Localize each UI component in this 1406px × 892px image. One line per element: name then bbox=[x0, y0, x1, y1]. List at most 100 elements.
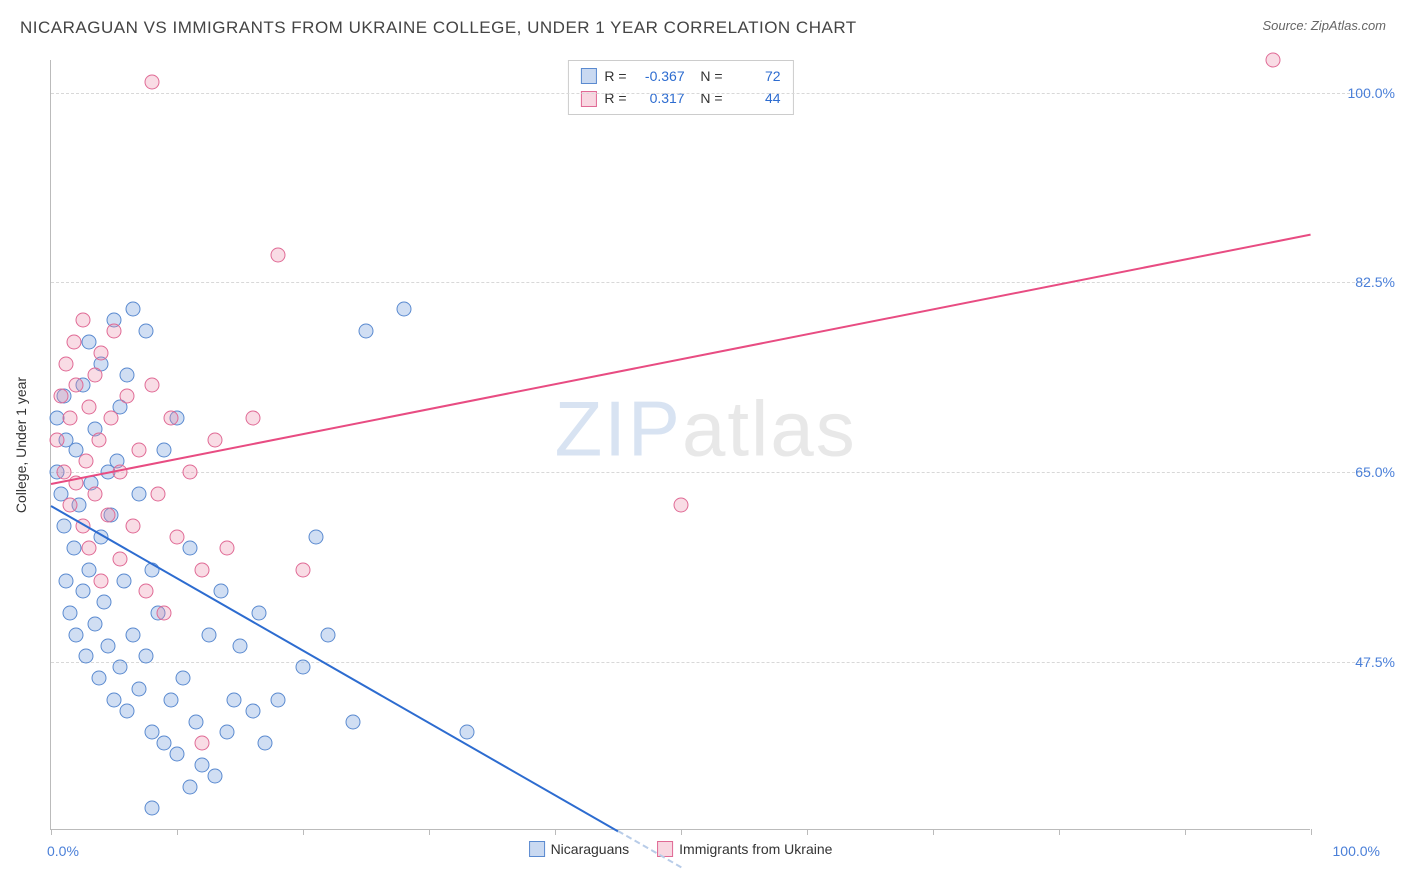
legend-label-pink: Immigrants from Ukraine bbox=[679, 841, 832, 857]
y-axis-title: College, Under 1 year bbox=[13, 376, 29, 512]
data-point bbox=[308, 530, 323, 545]
data-point bbox=[132, 682, 147, 697]
scatter-plot-area: ZIPatlas College, Under 1 year R = -0.36… bbox=[50, 60, 1310, 830]
data-point bbox=[62, 410, 77, 425]
data-point bbox=[100, 638, 115, 653]
data-point bbox=[138, 584, 153, 599]
data-point bbox=[81, 541, 96, 556]
x-tick bbox=[933, 829, 934, 835]
data-point bbox=[182, 779, 197, 794]
data-point bbox=[81, 562, 96, 577]
n-label: N = bbox=[693, 65, 723, 87]
grid-line bbox=[51, 662, 1370, 663]
watermark-zip: ZIP bbox=[555, 385, 682, 473]
data-point bbox=[117, 573, 132, 588]
data-point bbox=[91, 671, 106, 686]
data-point bbox=[119, 703, 134, 718]
x-tick bbox=[303, 829, 304, 835]
chart-title: NICARAGUAN VS IMMIGRANTS FROM UKRAINE CO… bbox=[20, 18, 857, 38]
data-point bbox=[144, 378, 159, 393]
data-point bbox=[81, 400, 96, 415]
data-point bbox=[396, 302, 411, 317]
data-point bbox=[321, 627, 336, 642]
legend-item-pink: Immigrants from Ukraine bbox=[657, 841, 832, 857]
data-point bbox=[132, 486, 147, 501]
data-point bbox=[62, 497, 77, 512]
data-point bbox=[125, 519, 140, 534]
legend-label-blue: Nicaraguans bbox=[551, 841, 630, 857]
data-point bbox=[66, 334, 81, 349]
data-point bbox=[220, 541, 235, 556]
data-point bbox=[170, 747, 185, 762]
data-point bbox=[144, 74, 159, 89]
data-point bbox=[81, 334, 96, 349]
r-value-blue: -0.367 bbox=[635, 65, 685, 87]
y-tick-label: 100.0% bbox=[1320, 85, 1395, 101]
data-point bbox=[251, 606, 266, 621]
data-point bbox=[94, 345, 109, 360]
data-point bbox=[245, 703, 260, 718]
x-tick bbox=[1059, 829, 1060, 835]
grid-line bbox=[51, 282, 1370, 283]
data-point bbox=[270, 248, 285, 263]
data-point bbox=[144, 801, 159, 816]
data-point bbox=[157, 443, 172, 458]
x-tick bbox=[1311, 829, 1312, 835]
data-point bbox=[75, 313, 90, 328]
x-tick bbox=[807, 829, 808, 835]
data-point bbox=[59, 356, 74, 371]
data-point bbox=[459, 725, 474, 740]
data-point bbox=[79, 649, 94, 664]
data-point bbox=[88, 486, 103, 501]
data-point bbox=[195, 757, 210, 772]
data-point bbox=[195, 562, 210, 577]
data-point bbox=[157, 606, 172, 621]
data-point bbox=[69, 378, 84, 393]
n-value-blue: 72 bbox=[731, 65, 781, 87]
data-point bbox=[119, 389, 134, 404]
bottom-legend: Nicaraguans Immigrants from Ukraine bbox=[529, 841, 833, 857]
data-point bbox=[59, 573, 74, 588]
data-point bbox=[188, 714, 203, 729]
n-label: N = bbox=[693, 87, 723, 109]
data-point bbox=[125, 627, 140, 642]
data-point bbox=[119, 367, 134, 382]
data-point bbox=[66, 541, 81, 556]
data-point bbox=[201, 627, 216, 642]
data-point bbox=[50, 432, 65, 447]
data-point bbox=[195, 736, 210, 751]
grid-line bbox=[51, 93, 1370, 94]
watermark-atlas: atlas bbox=[682, 385, 857, 473]
data-point bbox=[226, 692, 241, 707]
grid-line bbox=[51, 472, 1370, 473]
data-point bbox=[94, 573, 109, 588]
data-point bbox=[107, 324, 122, 339]
r-value-pink: 0.317 bbox=[635, 87, 685, 109]
stats-row-blue: R = -0.367 N = 72 bbox=[580, 65, 780, 87]
data-point bbox=[163, 692, 178, 707]
data-point bbox=[138, 649, 153, 664]
data-point bbox=[54, 389, 69, 404]
data-point bbox=[258, 736, 273, 751]
data-point bbox=[346, 714, 361, 729]
data-point bbox=[113, 660, 128, 675]
trend-line bbox=[51, 505, 619, 832]
x-tick bbox=[429, 829, 430, 835]
data-point bbox=[151, 486, 166, 501]
data-point bbox=[207, 432, 222, 447]
data-point bbox=[163, 410, 178, 425]
legend-swatch-blue bbox=[529, 841, 545, 857]
data-point bbox=[132, 443, 147, 458]
data-point bbox=[91, 432, 106, 447]
watermark: ZIPatlas bbox=[555, 384, 857, 475]
data-point bbox=[182, 465, 197, 480]
correlation-stats-box: R = -0.367 N = 72 R = 0.317 N = 44 bbox=[567, 60, 793, 115]
y-tick-label: 82.5% bbox=[1320, 274, 1395, 290]
data-point bbox=[104, 410, 119, 425]
data-point bbox=[125, 302, 140, 317]
chart-source: Source: ZipAtlas.com bbox=[1262, 18, 1386, 33]
data-point bbox=[79, 454, 94, 469]
data-point bbox=[157, 736, 172, 751]
x-tick bbox=[51, 829, 52, 835]
data-point bbox=[107, 692, 122, 707]
